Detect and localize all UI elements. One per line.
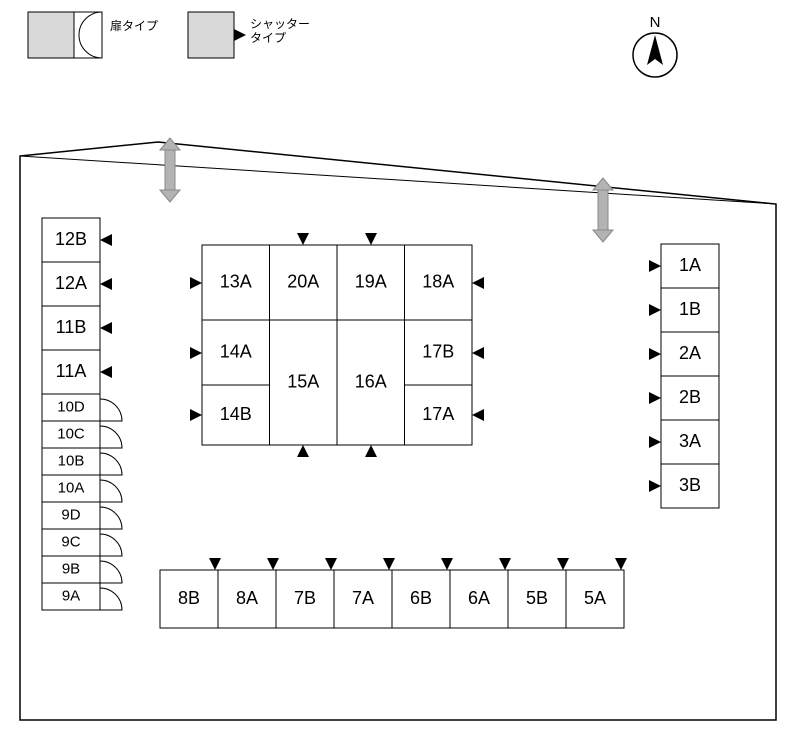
svg-text:14B: 14B: [220, 404, 252, 424]
svg-text:1A: 1A: [679, 255, 701, 275]
svg-text:7A: 7A: [352, 588, 374, 608]
svg-text:6A: 6A: [468, 588, 490, 608]
svg-text:1B: 1B: [679, 299, 701, 319]
svg-text:5B: 5B: [526, 588, 548, 608]
svg-text:9A: 9A: [62, 587, 80, 604]
svg-text:15A: 15A: [287, 371, 319, 391]
svg-text:9D: 9D: [61, 506, 80, 523]
svg-text:9C: 9C: [61, 533, 80, 550]
svg-text:12B: 12B: [55, 229, 87, 249]
svg-text:11B: 11B: [56, 317, 87, 337]
svg-text:10B: 10B: [58, 452, 85, 469]
svg-text:タイプ: タイプ: [250, 31, 286, 45]
svg-text:扉タイプ: 扉タイプ: [110, 19, 158, 33]
svg-text:9B: 9B: [62, 560, 80, 577]
svg-text:14A: 14A: [220, 341, 252, 361]
svg-text:N: N: [650, 14, 661, 31]
svg-text:3A: 3A: [679, 431, 701, 451]
svg-text:2B: 2B: [679, 387, 701, 407]
svg-text:8A: 8A: [236, 588, 258, 608]
svg-text:18A: 18A: [422, 271, 454, 291]
svg-text:19A: 19A: [355, 271, 387, 291]
svg-text:17A: 17A: [422, 404, 454, 424]
svg-text:13A: 13A: [220, 271, 252, 291]
svg-text:12A: 12A: [55, 273, 87, 293]
svg-text:10D: 10D: [57, 398, 85, 415]
svg-text:20A: 20A: [287, 271, 319, 291]
svg-text:6B: 6B: [410, 588, 432, 608]
svg-text:10C: 10C: [57, 425, 85, 442]
svg-text:シャッター: シャッター: [250, 17, 310, 31]
svg-text:7B: 7B: [294, 588, 316, 608]
svg-text:5A: 5A: [584, 588, 606, 608]
svg-text:17B: 17B: [422, 341, 454, 361]
svg-text:16A: 16A: [355, 371, 387, 391]
svg-text:2A: 2A: [679, 343, 701, 363]
svg-text:8B: 8B: [178, 588, 200, 608]
svg-text:11A: 11A: [56, 361, 87, 381]
svg-text:3B: 3B: [679, 475, 701, 495]
svg-text:10A: 10A: [58, 479, 85, 496]
